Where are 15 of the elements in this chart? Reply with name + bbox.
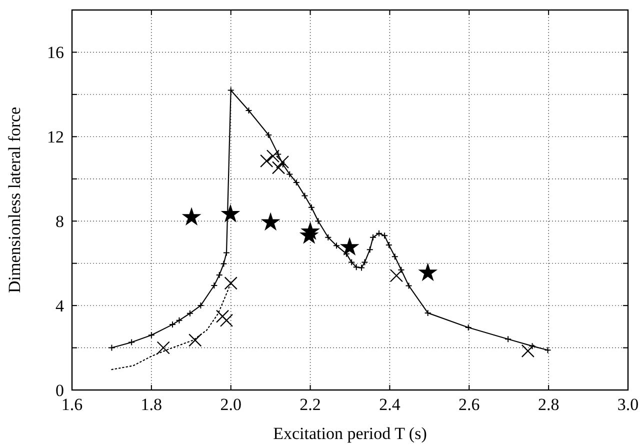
x-tick-label: 2.6 [458,395,480,414]
y-tick-label: 4 [56,296,64,316]
x-tick-label: 1.8 [140,395,162,414]
x-tick-label: 3.0 [617,395,639,414]
x-tick-label: 2.0 [220,395,242,414]
x-tick-label: 2.4 [379,395,401,414]
y-axis-title: Dimensionless lateral force [5,107,24,293]
x-tick-label: 2.2 [300,395,321,414]
y-tick-label: 12 [47,128,64,147]
x-tick-label: 2.8 [538,395,560,414]
y-tick-label: 16 [47,43,64,62]
y-tick-label: 0 [56,380,64,400]
x-axis-title: Excitation period T (s) [273,424,427,443]
x-tick-label: 1.6 [61,395,83,414]
y-tick-label: 8 [56,212,64,232]
